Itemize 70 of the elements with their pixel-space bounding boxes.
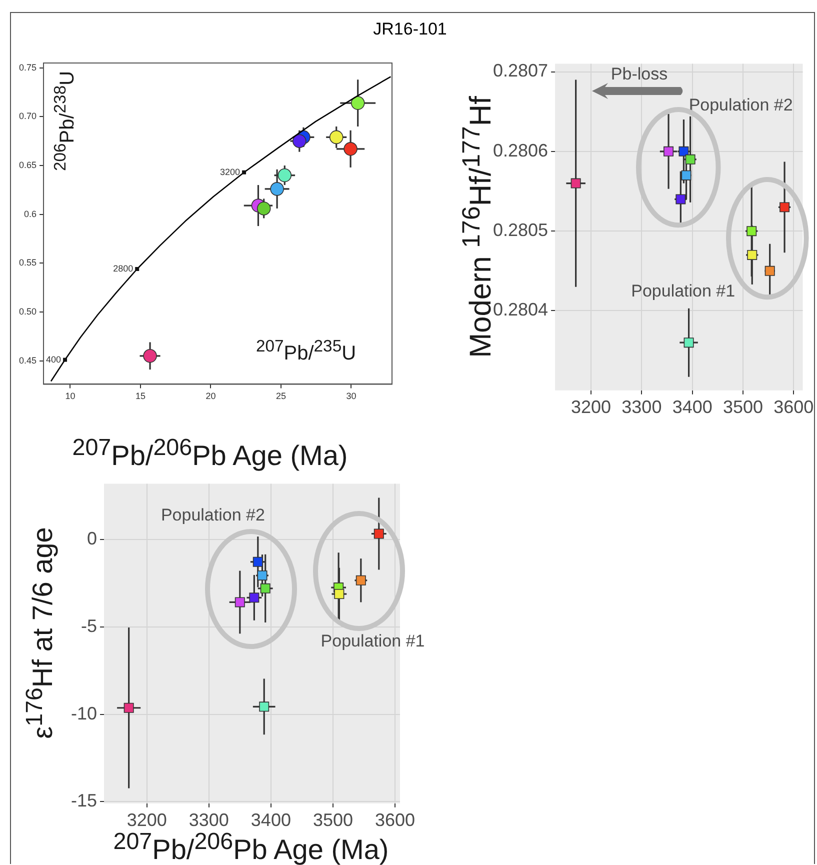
x-tick-label: 25 [276,391,286,402]
point [329,130,344,144]
annotation: Population #1 [320,631,425,650]
x-tick-label: 3600 [375,810,416,830]
point [252,556,263,567]
annotation: 3200 [220,166,240,177]
point [764,266,775,276]
x-tick-label: 3500 [722,397,764,418]
point [570,178,581,188]
x-tick-label: 3200 [570,397,612,418]
chart-title: JR16-101 [373,20,447,38]
x-tick-label: 3300 [622,397,662,418]
y-tick-label: 0.65 [18,160,37,170]
point [278,168,292,182]
annotation: Pb-loss [610,64,668,84]
point [746,226,757,236]
point [242,170,246,174]
x-tick-label: 20 [206,391,216,402]
x-tick-label: 3300 [188,810,229,830]
x-axis-title: $^{207}$Pb/$^{235}$U [256,336,356,364]
x-tick-label: 30 [346,391,356,402]
point [256,202,271,216]
point [681,170,692,180]
point [684,338,694,348]
x-tick-label: 15 [135,391,146,402]
y-tick-label: -15 [71,790,98,811]
point [249,592,260,603]
x-tick-label: 3400 [250,810,291,830]
x-tick-label: 3600 [774,397,814,418]
point [143,348,157,363]
y-tick-label: -5 [81,616,98,636]
y-tick-label: 0.6 [24,208,37,219]
y-tick-label: 0.75 [18,62,37,72]
point [234,597,245,608]
point [356,575,366,586]
annotation: Population #2 [160,506,265,525]
x-tick-label: 3500 [312,810,354,830]
point [685,154,696,164]
point [63,358,68,362]
y-tick-label: 0.70 [18,111,37,122]
point [259,702,270,712]
annotation: Population #1 [631,282,736,301]
point [270,182,284,196]
x-axis-title: $^{207}$Pb/$^{206}$Pb Age (Ma) [72,434,348,472]
y-tick-label: 0 [87,528,98,549]
point [344,142,358,156]
y-tick-label: 0.2806 [492,140,548,160]
annotation: 400 [46,354,62,364]
point [292,134,306,148]
point [374,528,384,539]
y-tick-label: -10 [71,703,98,724]
x-tick-label: 3200 [126,810,167,830]
x-axis-title: $^{207}$Pb/$^{206}$Pb Age (Ma) [113,828,389,865]
y-tick-label: 0.2805 [492,220,548,240]
point [260,583,270,594]
y-tick-label: 0.2807 [492,60,548,81]
y-tick-label: 0.55 [18,258,37,268]
x-tick-label: 3400 [672,397,712,418]
point [334,589,344,599]
point [350,96,365,110]
point [135,267,140,271]
point [124,702,134,713]
annotation: 2800 [113,263,134,274]
annotation: Population #2 [688,95,793,114]
x-tick-label: 10 [65,391,76,402]
y-tick-label: 0.50 [18,306,37,316]
point [747,250,758,260]
y-tick-label: 0.45 [18,355,37,366]
point [664,146,674,156]
point [780,202,790,212]
